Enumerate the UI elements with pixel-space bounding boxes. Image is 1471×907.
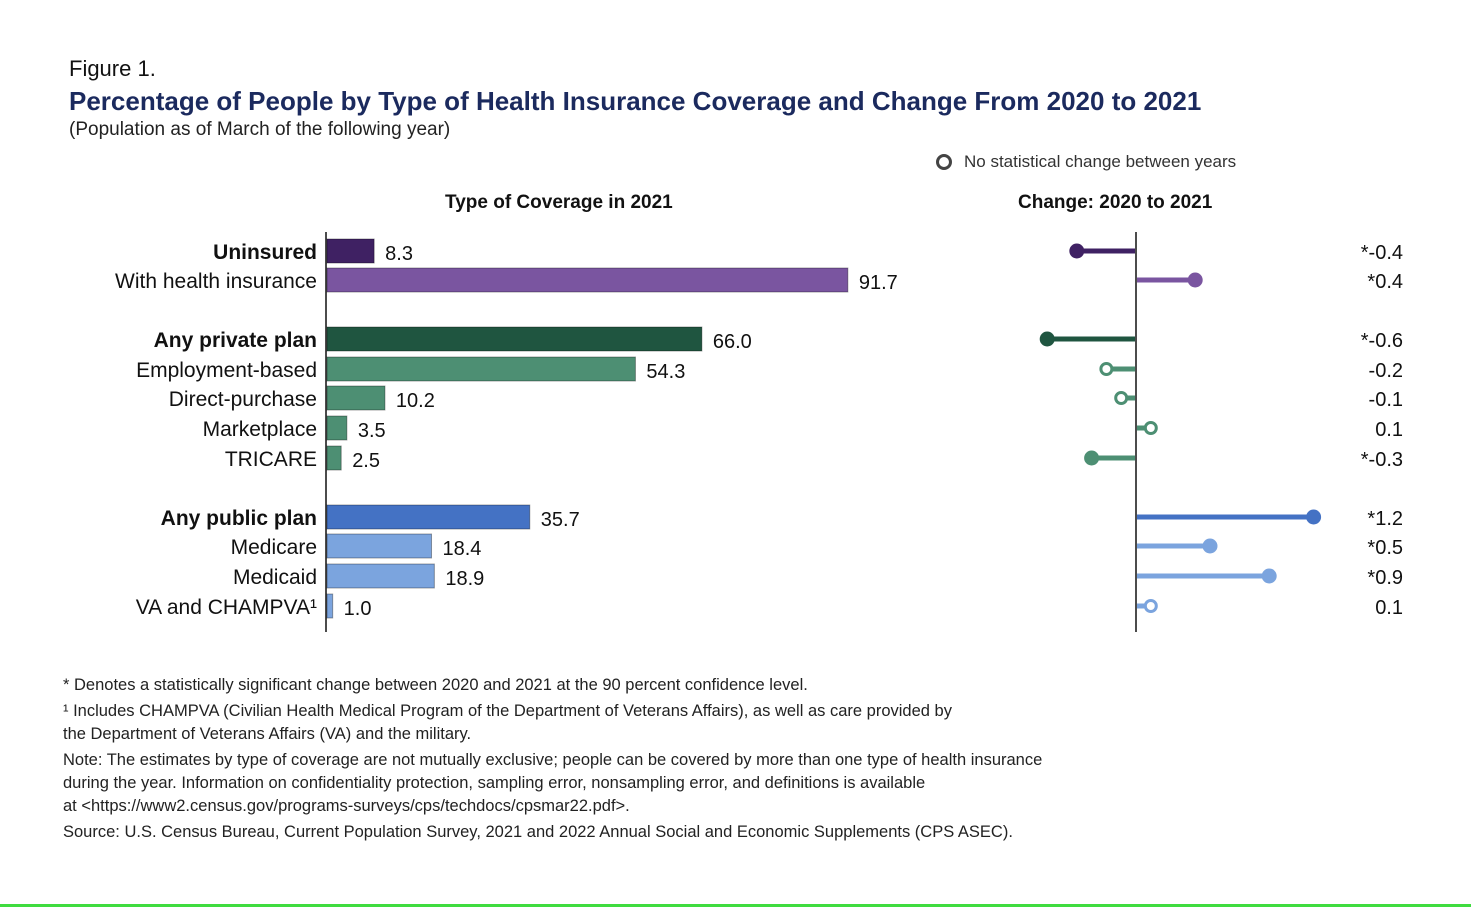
change-value-label: *0.4 <box>1367 271 1403 293</box>
change-dot <box>1069 243 1085 259</box>
category-label: Uninsured <box>213 241 317 264</box>
note-source: Source: U.S. Census Bureau, Current Popu… <box>63 823 1013 841</box>
note-estimates-cont: during the year. Information on confiden… <box>63 774 926 792</box>
bar <box>326 238 375 264</box>
bar <box>326 445 342 471</box>
bar <box>326 356 636 382</box>
change-dot-hollow <box>1099 362 1114 376</box>
bar <box>326 267 849 293</box>
figure-label: Figure 1. <box>69 56 156 81</box>
bar <box>326 593 334 619</box>
change-value-label: *-0.6 <box>1361 330 1403 352</box>
category-label: Direct-purchase <box>169 388 317 411</box>
change-dot <box>1084 450 1100 466</box>
bar <box>326 385 386 411</box>
change-dot <box>1039 331 1055 347</box>
change-value-label: -0.2 <box>1369 360 1403 382</box>
note-footnote-1: ¹ Includes CHAMPVA (Civilian Health Medi… <box>63 702 952 720</box>
legend: No statistical change between years <box>936 152 1236 172</box>
change-dot-hollow <box>1114 391 1129 405</box>
bar <box>326 533 433 559</box>
bar-value-label: 1.0 <box>344 598 372 620</box>
change-value-label: 0.1 <box>1375 419 1403 441</box>
bar-value-label: 3.5 <box>358 420 386 442</box>
change-dot <box>1202 538 1218 554</box>
category-label: With health insurance <box>115 270 317 293</box>
bar <box>326 415 348 441</box>
note-footnote-1-cont: the Department of Veterans Affairs (VA) … <box>63 725 472 743</box>
category-label: VA and CHAMPVA¹ <box>136 596 317 619</box>
change-value-label: 0.1 <box>1375 597 1403 619</box>
category-label: Marketplace <box>203 418 317 441</box>
bar-value-label: 18.9 <box>445 568 484 590</box>
change-chart-title: Change: 2020 to 2021 <box>1018 192 1213 213</box>
category-label: Any private plan <box>154 329 317 352</box>
bar-chart-title: Type of Coverage in 2021 <box>445 192 673 213</box>
change-dot <box>1306 509 1322 525</box>
bottom-divider <box>0 904 1471 907</box>
bar <box>326 563 435 589</box>
bar <box>326 326 703 352</box>
note-significance: * Denotes a statistically significant ch… <box>63 676 808 694</box>
category-label: TRICARE <box>225 448 317 471</box>
category-label: Employment-based <box>136 359 317 382</box>
bar-value-label: 66.0 <box>713 331 752 353</box>
bar-value-label: 8.3 <box>385 243 413 265</box>
category-label: Medicare <box>231 536 317 559</box>
bar-value-label: 18.4 <box>443 538 482 560</box>
change-value-label: *0.5 <box>1367 537 1403 559</box>
bar-value-label: 2.5 <box>352 450 380 472</box>
bar-value-label: 54.3 <box>646 361 685 383</box>
bar-value-label: 35.7 <box>541 509 580 531</box>
change-dot <box>1187 272 1203 288</box>
change-value-label: *1.2 <box>1367 508 1403 530</box>
note-url: at <https://www2.census.gov/programs-sur… <box>63 797 630 815</box>
change-value-label: -0.1 <box>1369 389 1403 411</box>
note-estimates: Note: The estimates by type of coverage … <box>63 751 1043 769</box>
legend-label: No statistical change between years <box>964 152 1237 171</box>
change-dot-hollow <box>1143 599 1158 613</box>
hollow-circle-icon <box>936 154 952 170</box>
change-value-label: *-0.3 <box>1361 449 1403 471</box>
change-value-label: *-0.4 <box>1361 242 1403 264</box>
bar-value-label: 10.2 <box>396 390 435 412</box>
chart-title: Percentage of People by Type of Health I… <box>69 86 1202 116</box>
category-label: Medicaid <box>233 566 317 589</box>
bar-value-label: 91.7 <box>859 272 898 294</box>
change-dot <box>1261 568 1277 584</box>
category-label: Any public plan <box>161 507 317 530</box>
change-dot-hollow <box>1143 421 1158 435</box>
change-value-label: *0.9 <box>1367 567 1403 589</box>
chart-subtitle: (Population as of March of the following… <box>69 119 451 140</box>
bar <box>326 504 531 530</box>
